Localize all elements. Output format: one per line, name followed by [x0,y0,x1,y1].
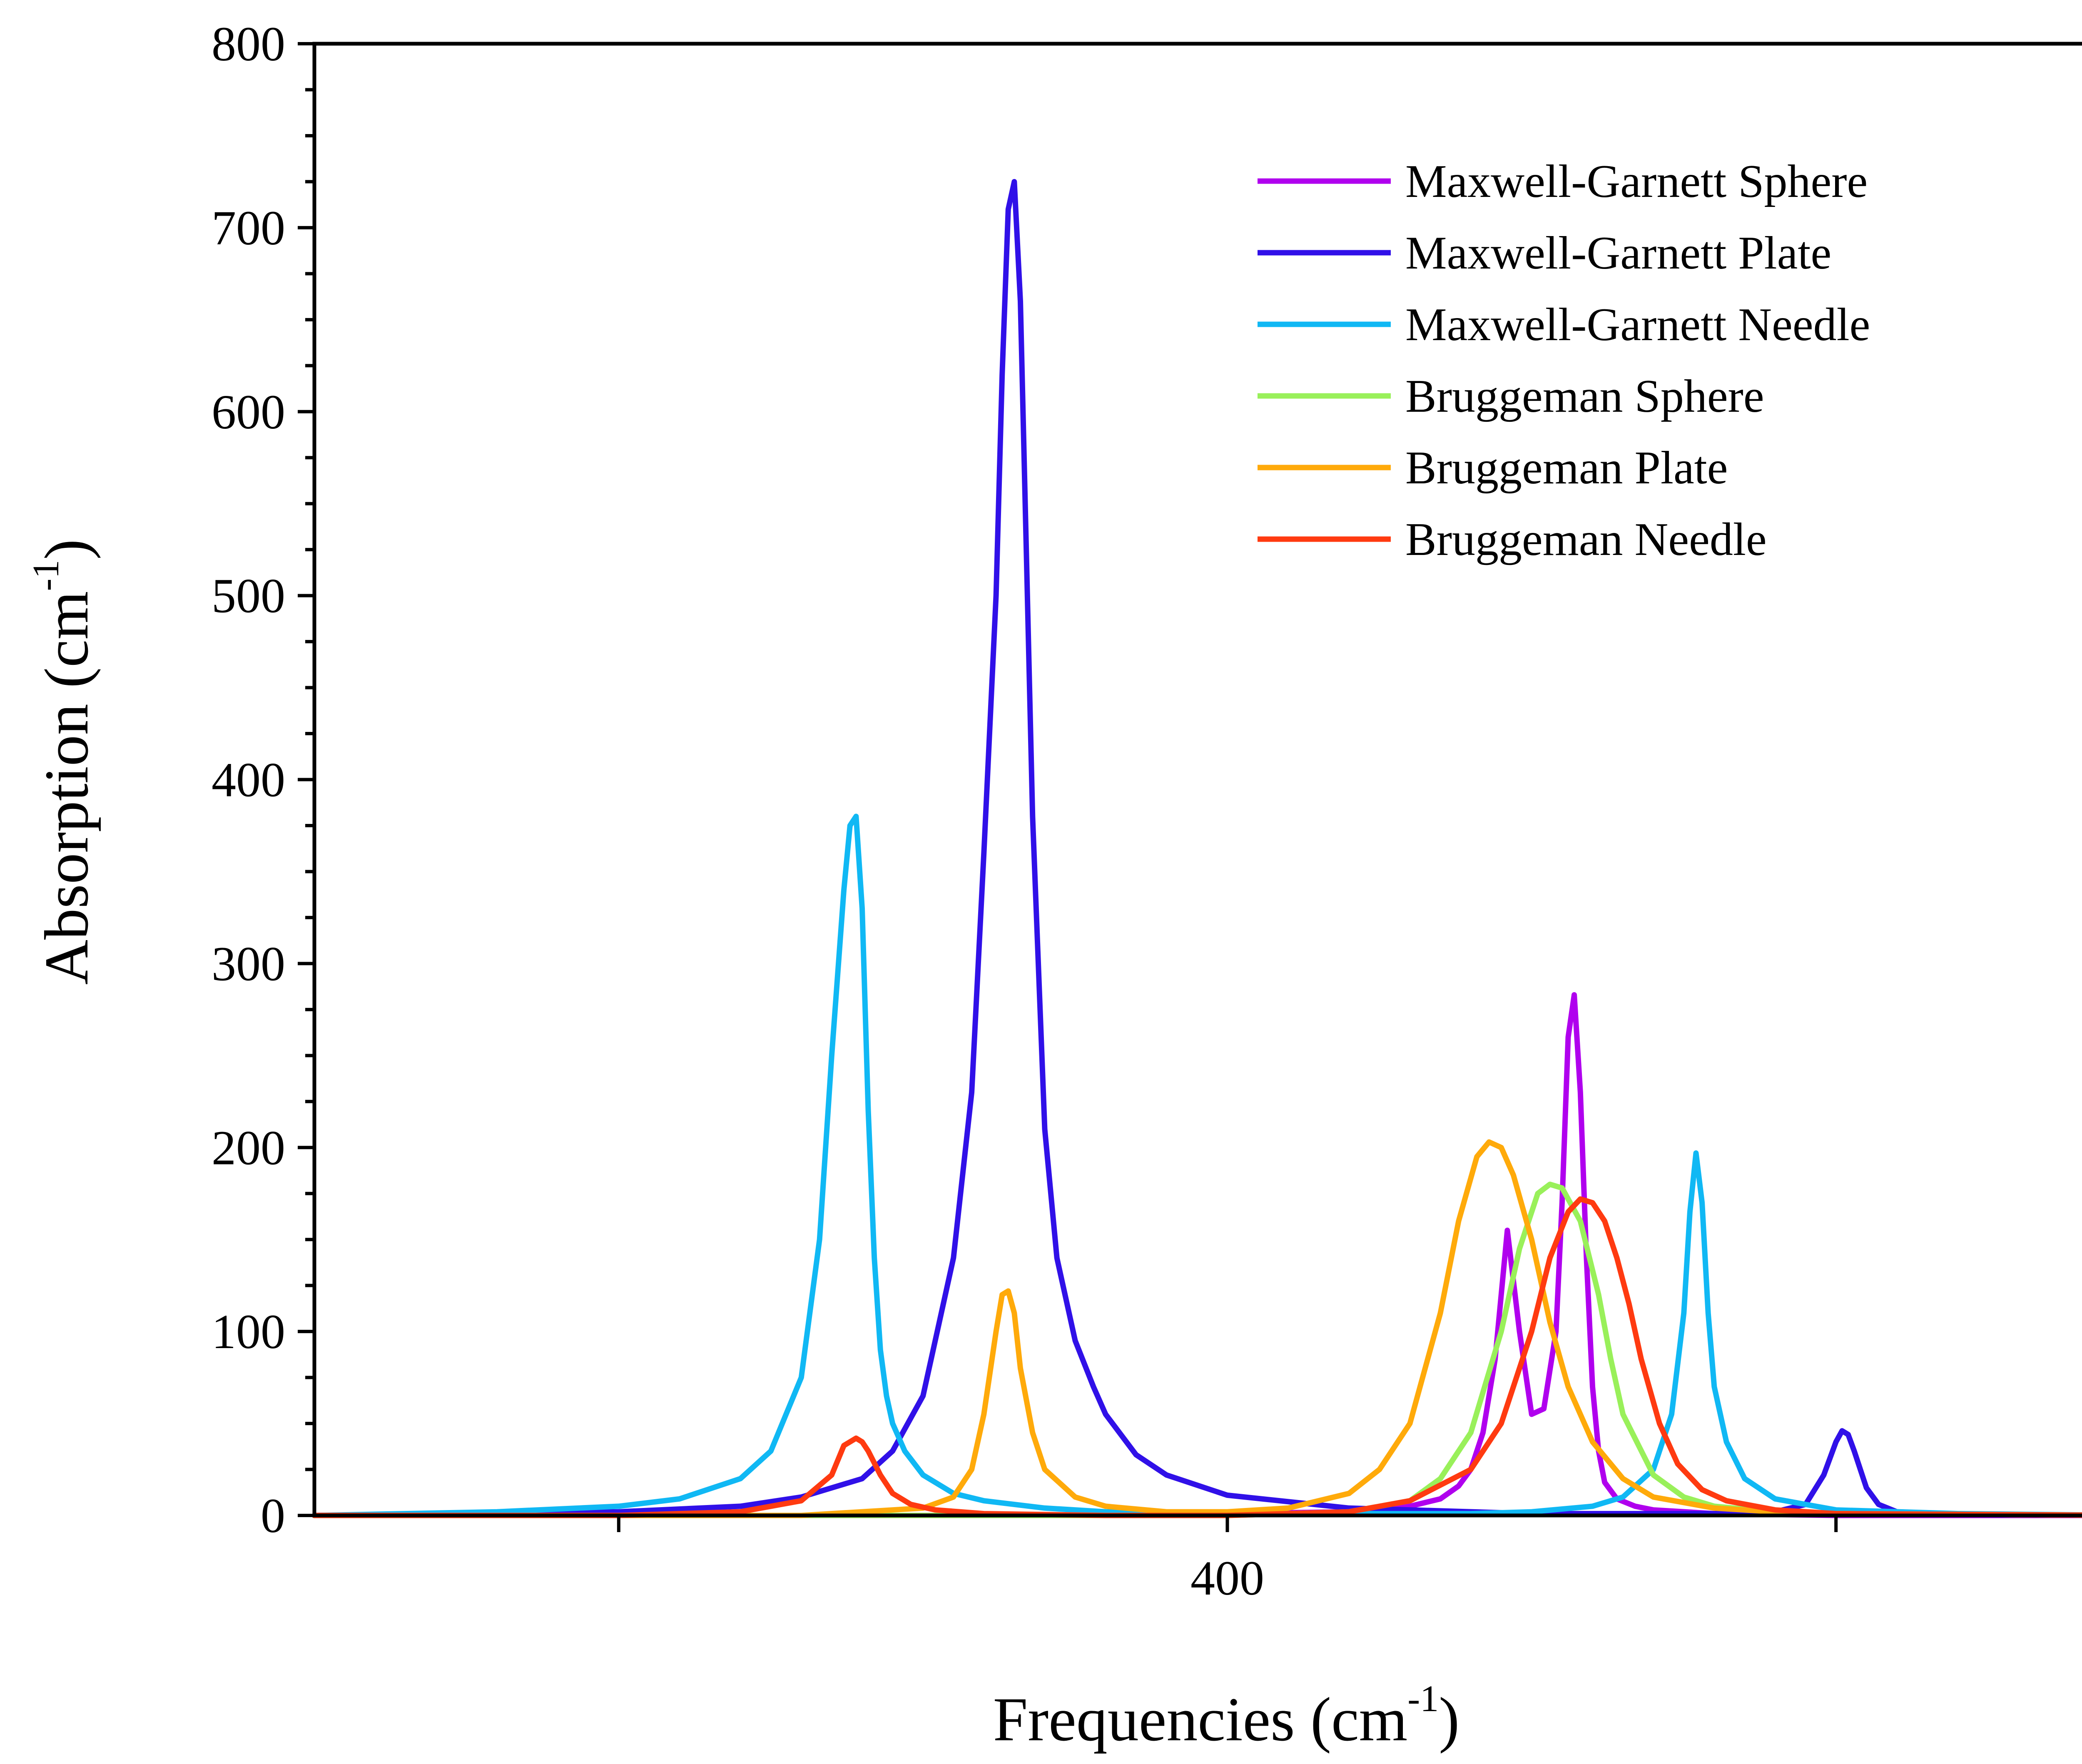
legend-label: Bruggeman Needle [1405,514,1767,565]
series-line-maxwell-garnett-needle [311,814,2082,1518]
series-layer [311,179,2082,1518]
y-tick-label: 800 [212,17,285,71]
series-line-maxwell-garnett-plate [311,179,2082,1518]
y-tick-label: 0 [261,1488,285,1543]
y-tick-label: 500 [212,569,285,623]
y-tick-label: 700 [212,201,285,255]
series-line-bruggeman-needle [311,1196,2082,1518]
legend-label: Maxwell-Garnett Sphere [1405,156,1868,207]
legend-label: Maxwell-Garnett Needle [1405,299,1870,351]
ticks-layer: 0 100 200 300 400 500 600 700 800 400 [212,17,1838,1605]
y-tick-label: 300 [212,936,285,991]
legend-label: Bruggeman Sphere [1405,371,1764,422]
legend-label: Maxwell-Garnett Plate [1405,227,1831,279]
y-tick-label: 600 [212,385,285,439]
series-line-bruggeman-plate [311,1139,2082,1518]
y-axis-title: Absorption (cm-1) [25,539,101,985]
legend-label: Bruggeman Plate [1405,442,1728,494]
y-tick-label: 100 [212,1304,285,1359]
x-tick-label: 400 [1190,1551,1264,1605]
y-tick-label: 200 [212,1120,285,1175]
y-tick-label: 400 [212,753,285,807]
legend: Maxwell-Garnett Sphere Maxwell-Garnett Pl… [1258,156,1870,565]
x-axis-title: Frequencies (cm-1) [993,1678,1459,1754]
